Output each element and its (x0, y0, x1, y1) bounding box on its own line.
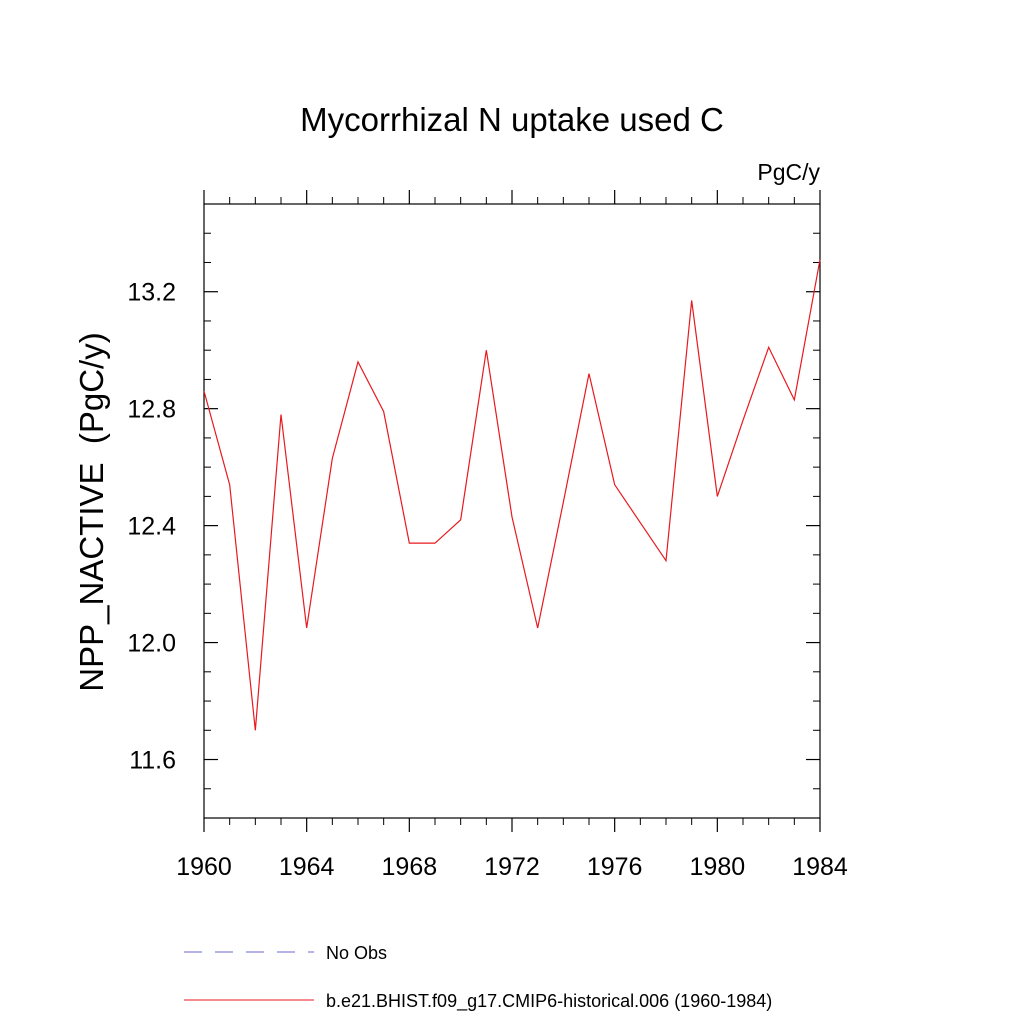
y-tick-label: 11.6 (129, 747, 176, 775)
y-axis-label: NPP_NACTIVE (PgC/y) (73, 332, 110, 691)
y-tick-label: 13.2 (127, 279, 176, 307)
x-tick-label: 1972 (484, 853, 540, 881)
legend: No Obs b.e21.BHIST.f09_g17.CMIP6-historic… (184, 943, 772, 1012)
x-tick-label: 1976 (587, 853, 643, 881)
x-tick-label: 1968 (382, 853, 438, 881)
x-tick-label: 1984 (792, 853, 848, 881)
axis-ticks (203, 190, 821, 832)
x-tick-label: 1964 (279, 853, 335, 881)
series-line (203, 259, 821, 731)
x-tick-label: 1960 (176, 853, 232, 881)
y-tick-label: 12.4 (127, 513, 176, 541)
y-tick-label: 12.8 (127, 396, 176, 424)
legend-label: b.e21.BHIST.f09_g17.CMIP6-historical.006… (326, 991, 772, 1012)
tick-labels: 1960 1964 1968 1972 1976 1980 1984 11.6 12.0 12.4… (127, 279, 848, 881)
chart-title: Mycorrhizal N uptake used C (300, 101, 724, 138)
plot-frame (203, 203, 821, 819)
legend-label: No Obs (326, 943, 387, 963)
units-label: PgC/y (757, 159, 820, 185)
x-tick-label: 1980 (690, 853, 746, 881)
y-tick-label: 12.0 (127, 630, 176, 658)
series-lines (203, 259, 821, 731)
